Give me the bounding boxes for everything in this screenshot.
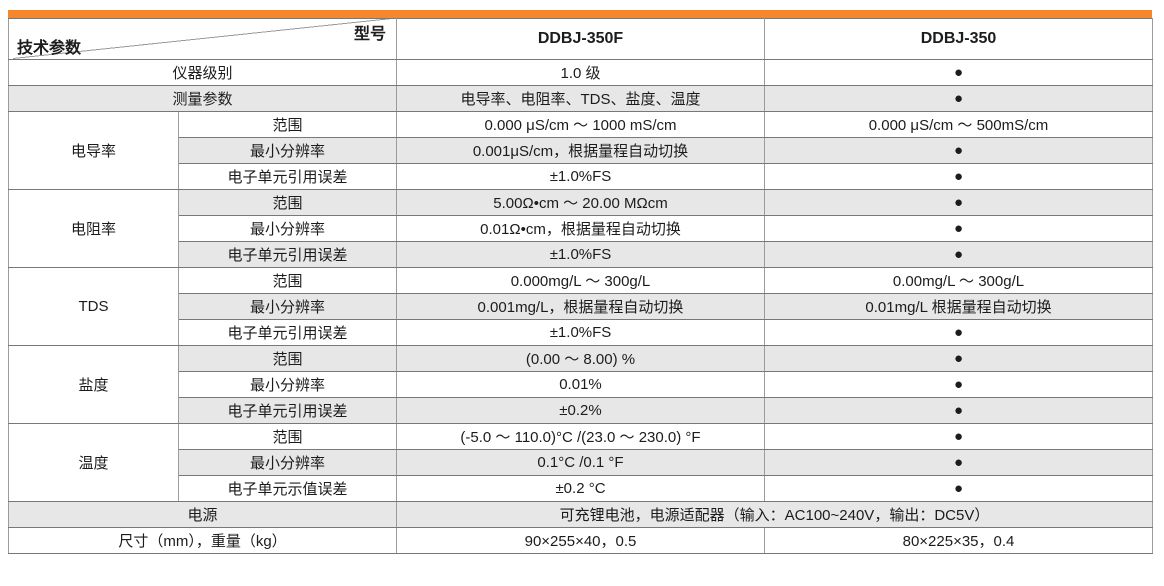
value-350f-cell: (0.00 ～ 8.00) % <box>396 345 765 372</box>
table-row: 电子单元示值误差 ±0.2 °C ● <box>9 475 1153 502</box>
value-350-cell: ● <box>764 475 1153 502</box>
table-row: 最小分辨率 0.1°C /0.1 °F ● <box>9 449 1153 476</box>
param-label-cell: 范围 <box>178 423 397 450</box>
value-350-cell: ● <box>764 241 1153 268</box>
diagonal-header-cell: 型号 技术参数 <box>8 18 397 60</box>
param-label-cell: 范围 <box>178 189 397 216</box>
value-350f-cell: 90×255×40，0.5 <box>396 527 765 554</box>
group-cell-temperature: 温度 <box>8 423 179 502</box>
table-row-instrument-level: 仪器级别 1.0 级 ● <box>8 59 1153 86</box>
value-350f-cell: 0.001mg/L，根据量程自动切换 <box>396 293 765 320</box>
param-label-cell: 电子单元引用误差 <box>178 319 397 346</box>
diagonal-divider: 型号 技术参数 <box>13 19 392 59</box>
table-row: 电子单元引用误差 ±1.0%FS ● <box>9 163 1153 190</box>
value-350-cell: ● <box>764 423 1153 450</box>
value-350f-cell: 0.000 μS/cm ～ 1000 mS/cm <box>396 111 765 138</box>
group-cell-conductivity: 电导率 <box>8 111 179 190</box>
value-350f-cell: 0.1°C /0.1 °F <box>396 449 765 476</box>
value-350f-cell: ±1.0%FS <box>396 241 765 268</box>
param-label-cell: 范围 <box>178 345 397 372</box>
param-label-cell: 电子单元引用误差 <box>178 241 397 268</box>
table-row: 电子单元引用误差 ±1.0%FS ● <box>9 241 1153 268</box>
param-label-cell: 电子单元引用误差 <box>178 397 397 424</box>
value-350-cell: ● <box>764 319 1153 346</box>
column-header-ddbj-350: DDBJ-350 <box>764 18 1153 60</box>
param-label-cell: 最小分辨率 <box>178 293 397 320</box>
value-350-cell: ● <box>764 59 1153 86</box>
value-350-cell: ● <box>764 85 1153 112</box>
table-row: 盐度 范围 (0.00 ～ 8.00) % ● <box>8 345 1153 424</box>
param-label-cell: 电子单元示值误差 <box>178 475 397 502</box>
value-350f-cell: 0.000mg/L ～ 300g/L <box>396 267 765 294</box>
group-cell-tds: TDS <box>8 267 179 346</box>
value-350f-cell: 0.01Ω•cm，根据量程自动切换 <box>396 215 765 242</box>
value-350-cell: ● <box>764 189 1153 216</box>
value-350f-cell: (-5.0 ～ 110.0)°C /(23.0 ～ 230.0) °F <box>396 423 765 450</box>
param-label-cell: 测量参数 <box>8 85 397 112</box>
accent-bar <box>8 10 1152 18</box>
table-row: 电阻率 范围 5.00Ω•cm ～ 20.00 MΩcm ● <box>8 189 1153 268</box>
table-row: 电导率 范围 0.000 μS/cm ～ 1000 mS/cm 0.000 μS… <box>8 111 1153 190</box>
params-axis-label: 技术参数 <box>17 40 82 57</box>
table-row: 最小分辨率 0.01% ● <box>9 371 1153 398</box>
table-row: 最小分辨率 0.01Ω•cm，根据量程自动切换 ● <box>9 215 1153 242</box>
value-350-cell: ● <box>764 371 1153 398</box>
value-350f-cell: ±0.2% <box>396 397 765 424</box>
value-350-cell: ● <box>764 397 1153 424</box>
param-label-cell: 范围 <box>178 111 397 138</box>
group-cell-resistivity: 电阻率 <box>8 189 179 268</box>
table-row: 最小分辨率 0.001μS/cm，根据量程自动切换 ● <box>9 137 1153 164</box>
param-label-cell: 范围 <box>178 267 397 294</box>
column-header-ddbj-350f: DDBJ-350F <box>396 18 765 60</box>
power-value-cell: 可充锂电池，电源适配器（输入：AC100~240V，输出：DC5V） <box>396 501 1153 528</box>
value-350-cell: 0.00mg/L ～ 300g/L <box>764 267 1153 294</box>
value-350-cell: ● <box>764 345 1153 372</box>
table-row-measured-params: 测量参数 电导率、电阻率、TDS、盐度、温度 ● <box>8 85 1153 112</box>
value-350-cell: 80×225×35，0.4 <box>764 527 1153 554</box>
table-row: 电子单元引用误差 ±1.0%FS ● <box>9 319 1153 346</box>
param-label-cell: 最小分辨率 <box>178 137 397 164</box>
value-350f-cell: ±1.0%FS <box>396 163 765 190</box>
table-row: TDS 范围 0.000mg/L ～ 300g/L 0.00mg/L ～ 300… <box>8 267 1153 346</box>
param-label-cell: 最小分辨率 <box>178 215 397 242</box>
value-350-cell: ● <box>764 163 1153 190</box>
value-350f-cell: 1.0 级 <box>396 59 765 86</box>
model-axis-label: 型号 <box>353 26 386 43</box>
table-row-dimensions: 尺寸（mm），重量（kg） 90×255×40，0.5 80×225×35，0.… <box>8 527 1153 554</box>
param-label-cell: 电源 <box>8 501 397 528</box>
header-row: 型号 技术参数 DDBJ-350F DDBJ-350 <box>8 18 1153 60</box>
table-row-power: 电源 可充锂电池，电源适配器（输入：AC100~240V，输出：DC5V） <box>8 501 1153 528</box>
param-label-cell: 最小分辨率 <box>178 371 397 398</box>
param-label-cell: 尺寸（mm），重量（kg） <box>8 527 397 554</box>
table-row: 温度 范围 (-5.0 ～ 110.0)°C /(23.0 ～ 230.0) °… <box>8 423 1153 502</box>
spec-table: 型号 技术参数 DDBJ-350F DDBJ-350 仪器级别 1.0 级 ● … <box>8 18 1153 554</box>
value-350f-cell: ±0.2 °C <box>396 475 765 502</box>
param-label-cell: 最小分辨率 <box>178 449 397 476</box>
value-350f-cell: 5.00Ω•cm ～ 20.00 MΩcm <box>396 189 765 216</box>
value-350-cell: 0.000 μS/cm ～ 500mS/cm <box>764 111 1153 138</box>
param-label-cell: 仪器级别 <box>8 59 397 86</box>
table-row: 最小分辨率 0.001mg/L，根据量程自动切换 0.01mg/L 根据量程自动… <box>9 293 1153 320</box>
value-350f-cell: ±1.0%FS <box>396 319 765 346</box>
value-350f-cell: 0.01% <box>396 371 765 398</box>
value-350-cell: ● <box>764 137 1153 164</box>
value-350f-cell: 0.001μS/cm，根据量程自动切换 <box>396 137 765 164</box>
value-350f-cell: 电导率、电阻率、TDS、盐度、温度 <box>396 85 765 112</box>
table-row: 电子单元引用误差 ±0.2% ● <box>9 397 1153 424</box>
param-label-cell: 电子单元引用误差 <box>178 163 397 190</box>
group-cell-salinity: 盐度 <box>8 345 179 424</box>
value-350-cell: ● <box>764 215 1153 242</box>
value-350-cell: 0.01mg/L 根据量程自动切换 <box>764 293 1153 320</box>
value-350-cell: ● <box>764 449 1153 476</box>
